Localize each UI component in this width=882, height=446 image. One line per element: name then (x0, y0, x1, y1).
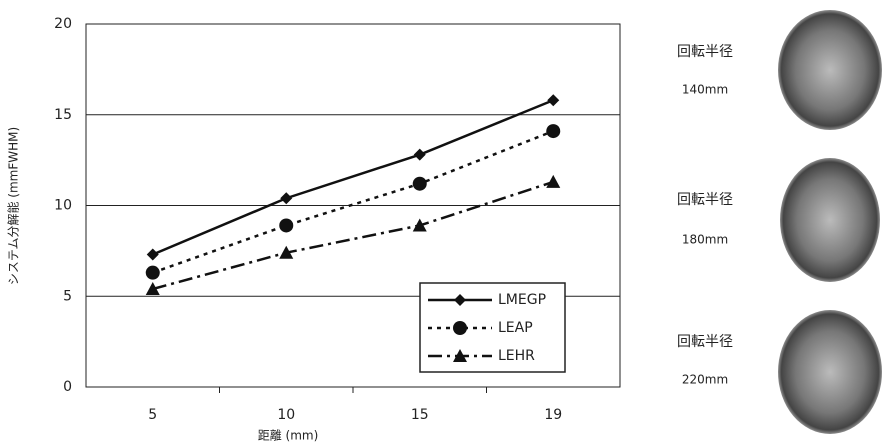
y-tick-label: 20 (54, 16, 72, 32)
series-line (153, 182, 554, 289)
legend: LMEGP LEAP LEHR (420, 283, 565, 372)
marker (146, 266, 160, 280)
marker (147, 249, 159, 261)
marker (280, 192, 292, 204)
marker (546, 124, 560, 138)
marker (413, 177, 427, 191)
x-tick-label: 15 (411, 407, 429, 423)
x-tick-label: 19 (544, 407, 562, 423)
y-tick-label: 5 (63, 288, 72, 304)
brain-image (778, 10, 882, 130)
legend-marker (453, 321, 467, 335)
marker (279, 218, 293, 232)
legend-label: LEAP (498, 320, 533, 336)
panel-radius: 220mm (682, 373, 728, 387)
y-tick-label: 10 (54, 198, 72, 214)
series-line (153, 100, 554, 254)
marker (546, 175, 560, 188)
y-tick-label: 0 (63, 379, 72, 395)
y-tick-label: 15 (54, 107, 72, 123)
brain-image (780, 158, 880, 282)
panel-label: 回転半径 (677, 334, 733, 350)
panel-label: 回転半径 (677, 192, 733, 208)
y-axis-label: システム分解能 (mmFWHM) (7, 127, 21, 285)
brain-images (778, 10, 882, 434)
brain-image (778, 310, 882, 434)
legend-label: LEHR (498, 348, 535, 364)
panel-radius: 140mm (682, 83, 728, 97)
legend-label: LMEGP (498, 292, 546, 308)
x-axis-label: 距離 (mm) (258, 429, 319, 443)
x-tick-label: 10 (277, 407, 295, 423)
x-tick-label: 5 (148, 407, 157, 423)
panel-radius: 180mm (682, 233, 728, 247)
marker (414, 149, 426, 161)
page: 回転半径 140mm 回転半径 180mm 回転半径 220mm 距離 (mm)… (0, 0, 882, 446)
panel-label: 回転半径 (677, 44, 733, 60)
marker (547, 94, 559, 106)
